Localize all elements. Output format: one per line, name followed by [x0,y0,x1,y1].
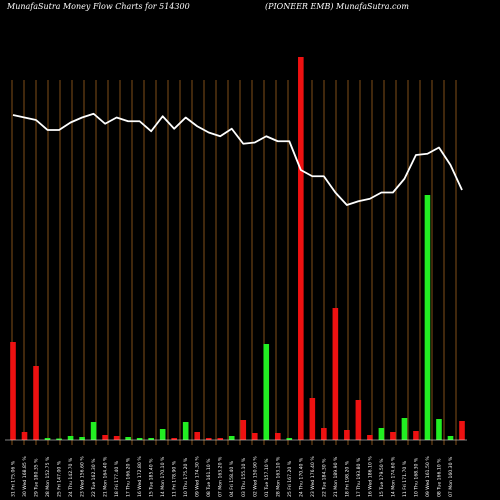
x-axis-label: 07 Mon 160.30 % [448,456,454,497]
x-axis-label: 18 Fri 177.40 % [114,460,120,497]
money-flow-bar [332,308,339,440]
x-axis-label: 14 Mon 174.60 % [390,456,396,497]
money-flow-bar [413,431,419,440]
x-axis-label: 21 Mon 164.40 % [103,456,109,497]
money-flow-bar [436,419,442,440]
money-flow-bar [274,433,281,440]
money-flow-bar [378,428,385,440]
x-axis-label: 09 Wed 174.30 % [195,456,201,497]
x-axis-label: 25 Fri 147.00 % [57,460,63,497]
x-axis-label: 09 Wed 161.50 % [425,456,431,497]
x-axis-label: 24 Thu 170.40 % [298,457,304,497]
header-right-title: (PIONEER EMB) MunafaSutra.com [265,2,409,11]
money-flow-bar [390,432,396,440]
money-flow-bar [424,195,431,440]
money-flow-bar [367,435,373,440]
money-flow-bar [251,433,258,440]
money-flow-bar [298,57,304,440]
x-axis-label: 24 Thu 142.70 % [68,457,74,497]
x-axis-labels: 31 Fri 175.06 % 30 Wed 168.85 % 29 Tue 180… [11,456,454,497]
x-axis-label: 31 Fri 175.06 % [11,460,17,497]
x-axis-label: 15 Tue 179.50 % [379,458,385,497]
money-flow-bar [21,432,28,440]
x-axis-label: 23 Wed 156.60 % [80,456,86,497]
x-axis-label: 18 Fri 198.20 % [344,460,350,497]
x-axis-label: 07 Mon 163.20 % [218,456,224,497]
money-flow-bar [10,342,16,440]
money-flow-bar [344,430,350,440]
money-flow-bar [309,398,316,440]
money-flow-bar [459,421,465,440]
money-flow-bar [44,438,51,440]
money-flow-bar [148,438,154,440]
x-axis-label: 10 Thu 175.20 % [183,457,189,497]
money-flow-bar [79,437,85,440]
price-line [12,112,463,206]
x-axis-label: 11 Fri 178.90 % [172,460,178,497]
x-axis-label: 28 Mon 152.75 % [45,456,51,497]
money-flow-bars [10,57,465,440]
money-flow-bar [102,435,108,440]
money-flow-bar [113,436,120,440]
money-flow-bar [321,428,327,440]
x-axis-label: 15 Tue 185.40 % [149,458,155,497]
x-axis-label: 14 Mon 170.10 % [160,456,166,497]
x-axis-label: 01 Tue 157.10 % [264,458,270,497]
x-axis-label: 08 Tue 166.10 % [436,458,442,497]
x-axis-label: 16 Wed 172.80 % [137,456,143,497]
x-axis-label: 04 Fri 158.40 % [229,460,235,497]
money-flow-bar [171,438,177,440]
x-axis-label: 30 Wed 168.85 % [22,456,28,497]
header-left-title: MunafaSutra Money Flow Charts for 514300 [7,2,190,11]
x-axis-label: 21 Mon 189.90 % [333,456,339,497]
money-flow-bar [159,429,166,440]
x-axis-label: 02 Wed 150.90 % [252,456,258,497]
x-axis-label: 08 Tue 161.10 % [206,458,212,497]
x-axis-label: 22 Tue 162.30 % [91,458,97,497]
money-flow-bar [217,438,224,440]
x-axis-label: 28 Mon 163.10 % [275,456,281,497]
x-axis-label: 10 Thu 168.30 % [413,457,419,497]
price-line-series [12,112,463,206]
x-axis-label: 03 Thu 155.10 % [241,457,247,497]
x-axis-label: 16 Wed 186.10 % [367,456,373,497]
money-flow-bar [33,366,39,440]
money-flow-bar [447,436,454,440]
money-flow-bar [263,344,270,440]
x-axis-label: 22 Tue 184.30 % [321,458,327,497]
money-flow-bar [228,436,235,440]
money-flow-bar [136,438,143,440]
money-flow-bar [125,437,131,440]
x-axis-label: 17 Thu 193.80 % [356,457,362,497]
x-axis-label: 25 Fri 167.20 % [287,460,293,497]
money-flow-bar [56,438,62,440]
money-flow-bar [90,422,97,440]
money-flow-bar [355,400,362,440]
money-flow-bar [182,422,189,440]
money-flow-bar [401,418,408,440]
x-axis-label: 11 Fri 171.70 % [402,460,408,497]
money-flow-bar [240,420,247,440]
money-flow-bar [205,438,212,440]
money-flow-bar [286,438,293,440]
money-flow-bar [67,436,74,440]
x-axis-label: 23 Wed 176.40 % [310,456,316,497]
grid-lines [11,80,457,445]
x-axis-label: 29 Tue 180.35 % [34,458,40,497]
money-flow-bar [194,432,201,440]
x-axis-label: 17 Thu 166.20 % [126,457,132,497]
